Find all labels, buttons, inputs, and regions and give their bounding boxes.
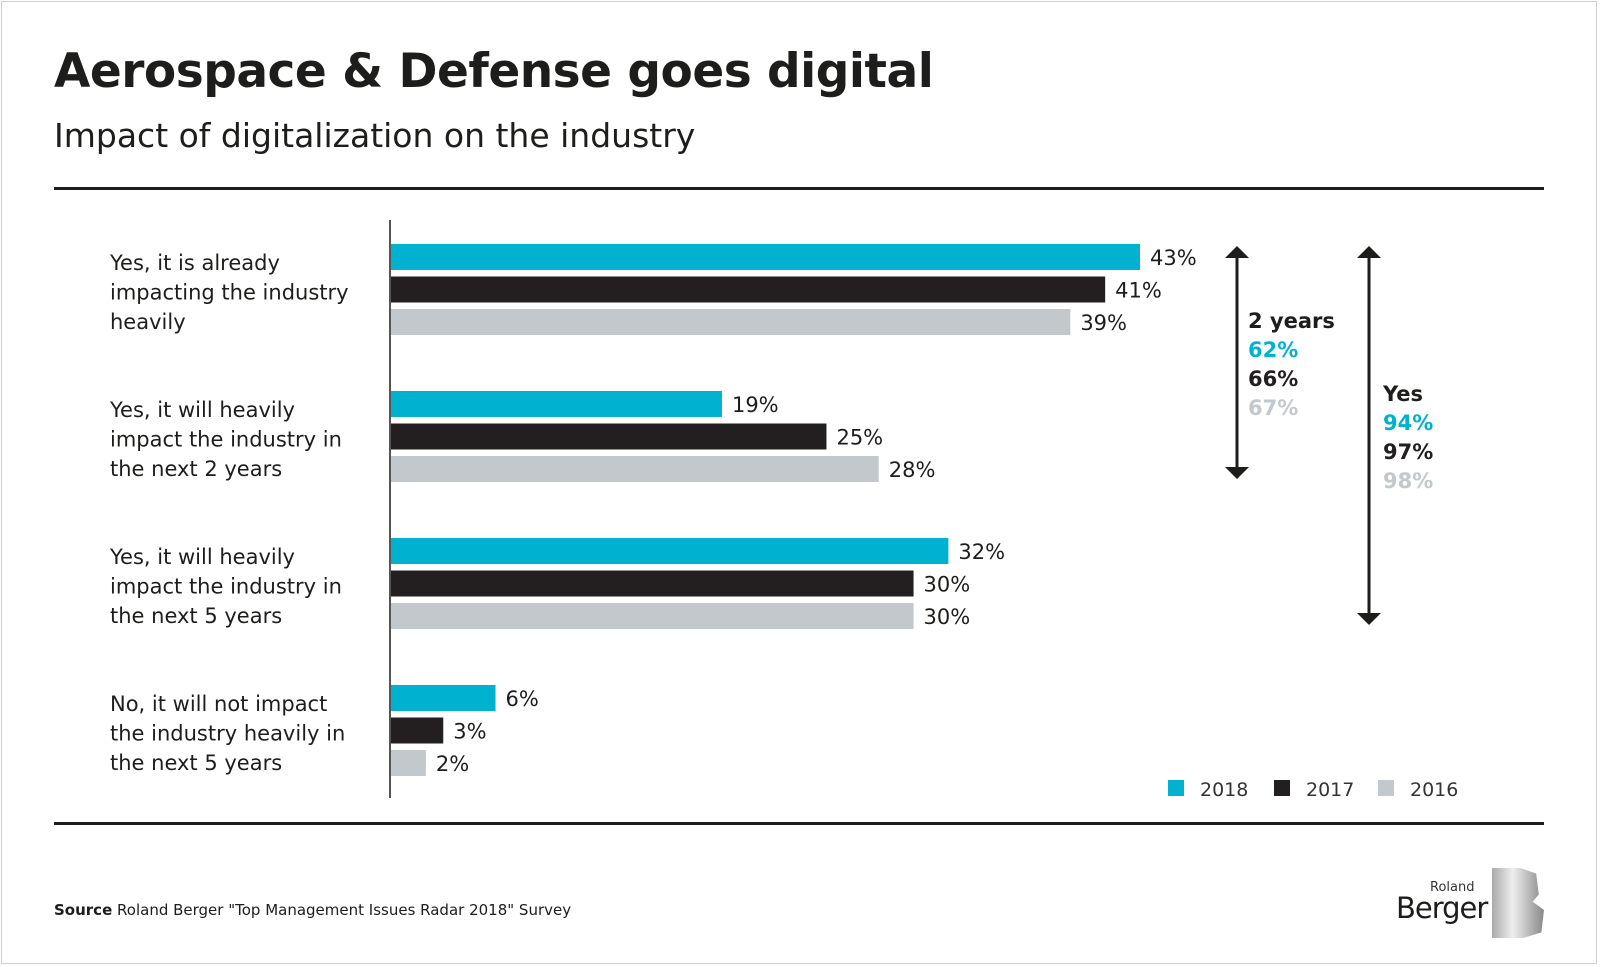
data-label-2016: 2% <box>436 752 469 776</box>
annotation-title: 2 years <box>1248 309 1335 333</box>
data-label-2017: 41% <box>1115 279 1162 303</box>
data-label-2016: 30% <box>924 605 971 629</box>
annotation-value-2018: 94% <box>1383 411 1433 435</box>
legend-swatch-2018 <box>1168 780 1184 796</box>
bar-2016 <box>391 750 426 776</box>
bar-2018 <box>391 538 949 564</box>
bar-2018 <box>391 244 1140 270</box>
bar-2017 <box>391 570 914 597</box>
annotation-value-2017: 97% <box>1383 440 1433 464</box>
bar-2016 <box>391 456 879 482</box>
data-label-2018: 6% <box>506 687 539 711</box>
data-label-2016: 28% <box>889 458 936 482</box>
bar-2018 <box>391 391 722 417</box>
source-text: Roland Berger "Top Management Issues Rad… <box>117 901 572 919</box>
category-label: the next 2 years <box>110 457 282 481</box>
annotation-value-2016: 98% <box>1383 469 1433 493</box>
legend-label-2017: 2017 <box>1306 779 1354 801</box>
category-label: impacting the industry <box>110 281 349 305</box>
data-label-2016: 39% <box>1080 311 1127 335</box>
logo-text-roland: Roland <box>1430 880 1475 895</box>
bar-2017 <box>391 717 444 744</box>
data-label-2018: 32% <box>958 540 1005 564</box>
legend-swatch-2017 <box>1274 780 1290 796</box>
bottom-divider <box>54 822 1544 825</box>
top-divider <box>54 187 1544 190</box>
category-label: impact the industry in <box>110 575 342 599</box>
data-label-2017: 30% <box>924 573 971 597</box>
source-label: Source <box>54 901 113 919</box>
arrow-up-icon <box>1225 246 1249 258</box>
category-label: Yes, it will heavily <box>109 545 295 569</box>
legend-label-2018: 2018 <box>1200 779 1248 801</box>
category-label: Yes, it is already <box>109 251 280 275</box>
bar-2017 <box>391 276 1106 303</box>
arrow-down-icon <box>1357 613 1381 625</box>
legend-label-2016: 2016 <box>1410 779 1458 801</box>
annotation-value-2016: 67% <box>1248 396 1298 420</box>
data-label-2017: 3% <box>453 720 486 744</box>
bar-2017 <box>391 423 827 450</box>
bar-2016 <box>391 603 914 629</box>
arrow-down-icon <box>1225 467 1249 479</box>
data-label-2018: 19% <box>732 393 779 417</box>
bar-2018 <box>391 685 496 711</box>
chart-title: Aerospace & Defense goes digital <box>54 44 934 99</box>
annotation-value-2018: 62% <box>1248 338 1298 362</box>
data-label-2017: 25% <box>836 426 883 450</box>
logo-text-berger: Berger <box>1396 891 1488 925</box>
category-label: Yes, it will heavily <box>109 398 295 422</box>
category-label: the next 5 years <box>110 751 282 775</box>
category-label: the next 5 years <box>110 604 282 628</box>
chart-subtitle: Impact of digitalization on the industry <box>54 116 696 155</box>
category-label: the industry heavily in <box>110 722 345 746</box>
annotation-title: Yes <box>1382 382 1423 406</box>
category-label: No, it will not impact <box>110 692 327 716</box>
bar-2016 <box>391 309 1071 335</box>
arrow-up-icon <box>1357 246 1381 258</box>
category-label: impact the industry in <box>110 428 342 452</box>
category-label: heavily <box>110 310 186 334</box>
annotation-value-2017: 66% <box>1248 367 1298 391</box>
source-note: Source Roland Berger "Top Management Iss… <box>54 901 571 919</box>
legend-swatch-2016 <box>1378 780 1394 796</box>
data-label-2018: 43% <box>1150 246 1197 270</box>
